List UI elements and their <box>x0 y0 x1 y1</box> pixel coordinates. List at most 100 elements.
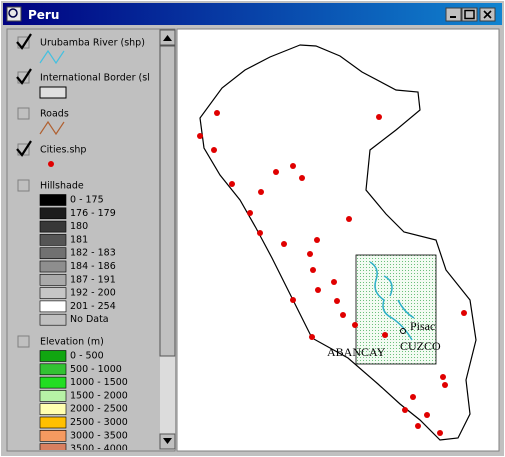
city[interactable] <box>442 382 448 388</box>
class-swatch <box>39 273 67 286</box>
arrow <box>163 438 172 444</box>
close-glyph <box>483 10 492 19</box>
scroll-thumb[interactable] <box>159 45 176 357</box>
city[interactable] <box>376 114 382 120</box>
city[interactable] <box>410 394 416 400</box>
city[interactable] <box>299 175 305 181</box>
window-buttons <box>445 7 496 22</box>
class-swatch <box>39 234 67 246</box>
city[interactable] <box>258 189 264 195</box>
city[interactable] <box>290 297 296 303</box>
class-label: 182 - 183 <box>70 248 116 259</box>
class-label: 0 - 500 <box>70 351 104 362</box>
layer-name[interactable]: Roads <box>40 109 69 120</box>
maximize-glyph <box>464 9 475 20</box>
minimize-button[interactable] <box>445 7 462 22</box>
checkmark <box>16 33 32 50</box>
river-swatch <box>39 49 65 65</box>
city[interactable] <box>273 169 279 175</box>
legend: Urubamba River (shp) International Borde… <box>16 33 150 455</box>
class-swatch <box>39 376 67 389</box>
city[interactable] <box>309 334 315 340</box>
class-label: 184 - 186 <box>70 261 116 272</box>
title-bar[interactable] <box>3 3 502 25</box>
city[interactable] <box>229 181 235 187</box>
class-swatch <box>39 429 67 442</box>
city[interactable] <box>415 423 421 429</box>
city[interactable] <box>334 298 340 304</box>
layer-name[interactable]: International Border (sl <box>40 73 150 84</box>
checkbox[interactable] <box>17 179 30 192</box>
class-label: 2500 - 3000 <box>70 417 128 428</box>
city[interactable] <box>440 374 446 380</box>
river <box>369 261 415 341</box>
city-swatch <box>48 161 54 167</box>
city[interactable] <box>257 230 263 236</box>
city[interactable] <box>346 216 352 222</box>
class-label: 0 - 175 <box>70 195 104 206</box>
class-label: 2000 - 2500 <box>70 404 128 415</box>
city[interactable] <box>314 237 320 243</box>
pisac-marker[interactable] <box>400 328 406 334</box>
class-swatch <box>39 287 67 299</box>
layer-name[interactable]: Elevation (m) <box>40 337 104 348</box>
class-swatch <box>39 260 67 273</box>
layer-name[interactable]: Cities.shp <box>40 145 86 156</box>
icon-glass <box>8 8 18 18</box>
class-label: 187 - 191 <box>70 274 116 285</box>
class-label: 1000 - 1500 <box>70 377 128 388</box>
city[interactable] <box>315 287 321 293</box>
window-title: Peru <box>28 8 59 22</box>
city[interactable] <box>461 310 467 316</box>
checkbox[interactable] <box>17 335 30 348</box>
class-label: 3500 - 4000 <box>70 444 128 455</box>
map: ABANCAY CUZCO Pisac <box>197 44 477 441</box>
layer-name[interactable]: Hillshade <box>40 181 84 192</box>
class-label: 1500 - 2000 <box>70 390 128 401</box>
class-label: 192 - 200 <box>70 288 116 299</box>
city[interactable] <box>310 267 316 273</box>
city[interactable] <box>402 407 408 413</box>
cities <box>197 110 467 436</box>
class-label: 3000 - 3500 <box>70 430 128 441</box>
class-swatch <box>39 390 67 402</box>
class-swatch <box>39 403 67 416</box>
map-label: ABANCAY <box>327 345 386 359</box>
layer-name[interactable]: Urubamba River (shp) <box>40 38 145 49</box>
city[interactable] <box>197 133 203 139</box>
city[interactable] <box>437 430 443 436</box>
city[interactable] <box>247 210 253 216</box>
map-label: CUZCO <box>400 339 441 353</box>
city[interactable] <box>352 322 358 328</box>
class-swatch <box>39 313 67 326</box>
checkbox[interactable] <box>17 107 30 120</box>
class-label: 180 <box>70 221 88 232</box>
city[interactable] <box>290 163 296 169</box>
minimize-glyph <box>450 16 456 18</box>
city[interactable] <box>382 332 388 338</box>
city[interactable] <box>211 147 217 153</box>
class-swatch <box>39 300 67 313</box>
class-label: 181 <box>70 234 88 245</box>
class-swatch <box>39 207 67 220</box>
city[interactable] <box>331 279 337 285</box>
map-label: Pisac <box>410 319 435 333</box>
city[interactable] <box>214 110 220 116</box>
class-label: 176 - 179 <box>70 208 116 219</box>
roads-swatch <box>39 120 65 136</box>
legend-panel <box>6 28 176 452</box>
class-label: 201 - 254 <box>70 301 116 312</box>
city[interactable] <box>307 251 313 257</box>
class-swatch <box>39 416 67 429</box>
city[interactable] <box>340 312 346 318</box>
city[interactable] <box>424 412 430 418</box>
class-swatch <box>39 220 67 233</box>
class-label: 500 - 1000 <box>70 364 122 375</box>
scrollbar <box>159 29 176 450</box>
class-swatch <box>39 350 67 362</box>
arrow <box>163 35 172 41</box>
city[interactable] <box>281 241 287 247</box>
class-label: No Data <box>70 314 109 325</box>
border-swatch <box>39 86 67 99</box>
class-swatch <box>39 363 67 376</box>
